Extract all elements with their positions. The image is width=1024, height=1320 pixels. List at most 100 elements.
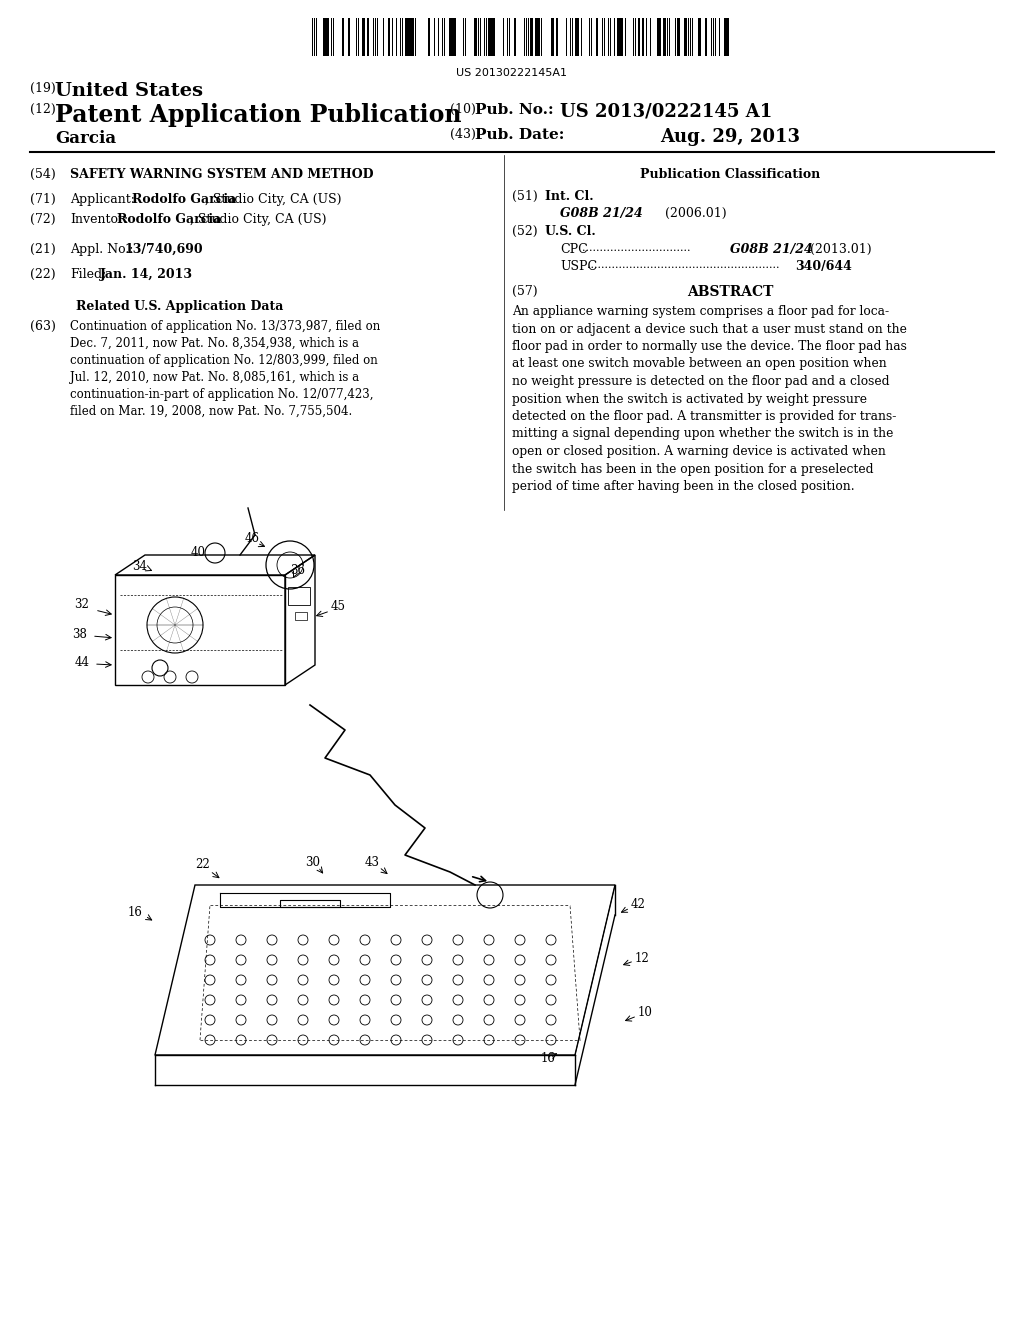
Text: 16: 16	[128, 906, 142, 919]
Bar	[690, 18, 691, 55]
Bar	[463, 18, 464, 55]
Text: Rodolfo Garcia: Rodolfo Garcia	[117, 213, 221, 226]
Bar	[566, 18, 567, 55]
Text: (22): (22)	[30, 268, 55, 281]
Bar	[331, 18, 333, 55]
Bar	[333, 18, 334, 55]
Text: Pub. No.:: Pub. No.:	[475, 103, 554, 117]
Bar	[527, 18, 529, 55]
Text: US 2013/0222145 A1: US 2013/0222145 A1	[560, 103, 772, 121]
Bar	[706, 18, 707, 55]
Bar	[646, 18, 647, 55]
Bar	[604, 18, 605, 55]
Text: Continuation of application No. 13/373,987, filed on
Dec. 7, 2011, now Pat. No. : Continuation of application No. 13/373,9…	[70, 319, 380, 418]
Text: 12: 12	[635, 952, 649, 965]
Bar	[377, 18, 378, 55]
Bar	[669, 18, 671, 55]
Text: (51): (51)	[512, 190, 538, 203]
Bar	[571, 18, 572, 55]
Text: (12): (12)	[30, 103, 55, 116]
Bar	[529, 18, 530, 55]
Text: G08B 21/24: G08B 21/24	[560, 207, 643, 220]
Bar	[613, 18, 614, 55]
Text: G08B 21/24: G08B 21/24	[730, 243, 813, 256]
Text: 340/644: 340/644	[795, 260, 852, 273]
Bar	[313, 18, 315, 55]
Bar	[578, 18, 579, 55]
Text: (2013.01): (2013.01)	[810, 243, 871, 256]
Bar	[609, 18, 611, 55]
Text: 30: 30	[305, 855, 321, 869]
Bar	[478, 18, 479, 55]
Bar	[509, 18, 510, 55]
Text: Aug. 29, 2013: Aug. 29, 2013	[660, 128, 800, 147]
Text: 46: 46	[245, 532, 259, 544]
Bar	[538, 18, 539, 55]
Text: (52): (52)	[512, 224, 538, 238]
Bar	[608, 18, 609, 55]
Bar	[589, 18, 590, 55]
Bar	[485, 18, 487, 55]
Bar	[677, 18, 678, 55]
Bar	[489, 18, 490, 55]
Bar	[524, 18, 525, 55]
Bar	[697, 18, 699, 55]
Bar	[348, 18, 349, 55]
Bar	[415, 18, 417, 55]
Bar	[408, 18, 409, 55]
Bar	[556, 18, 558, 55]
Text: 22: 22	[196, 858, 210, 871]
Bar	[596, 18, 598, 55]
Text: Appl. No.:: Appl. No.:	[70, 243, 133, 256]
Text: , Studio City, CA (US): , Studio City, CA (US)	[205, 193, 341, 206]
Bar	[452, 18, 453, 55]
Bar	[541, 18, 543, 55]
Bar	[483, 18, 485, 55]
Text: Jan. 14, 2013: Jan. 14, 2013	[100, 268, 193, 281]
Bar	[450, 18, 451, 55]
Bar	[396, 18, 397, 55]
Bar	[666, 18, 667, 55]
Bar	[342, 18, 344, 55]
Bar	[480, 18, 481, 55]
Text: (72): (72)	[30, 213, 55, 226]
Text: Garcia: Garcia	[55, 129, 116, 147]
Bar	[474, 18, 475, 55]
Bar	[724, 18, 726, 55]
Bar	[667, 18, 669, 55]
Bar	[591, 18, 592, 55]
Text: CPC: CPC	[560, 243, 588, 256]
Bar	[699, 18, 700, 55]
Bar	[455, 18, 457, 55]
Text: 44: 44	[75, 656, 89, 669]
Bar	[328, 18, 329, 55]
Bar	[659, 18, 660, 55]
Bar	[438, 18, 439, 55]
Bar	[324, 18, 325, 55]
Text: Related U.S. Application Data: Related U.S. Application Data	[77, 300, 284, 313]
Text: Patent Application Publication: Patent Application Publication	[55, 103, 462, 127]
Text: 43: 43	[365, 855, 380, 869]
Bar	[569, 18, 571, 55]
Bar	[454, 18, 455, 55]
Bar	[531, 18, 532, 55]
Bar	[326, 18, 327, 55]
Bar	[492, 18, 493, 55]
Text: (2006.01): (2006.01)	[665, 207, 727, 220]
Bar	[686, 18, 687, 55]
Bar	[602, 18, 603, 55]
Text: .......................................................: ........................................…	[587, 260, 779, 271]
Bar	[650, 18, 651, 55]
Bar	[443, 18, 445, 55]
Bar	[503, 18, 504, 55]
Bar	[487, 18, 488, 55]
Bar	[364, 18, 365, 55]
Text: (43): (43)	[450, 128, 476, 141]
Bar	[361, 18, 362, 55]
Bar	[617, 18, 618, 55]
Bar	[635, 18, 636, 55]
Bar	[413, 18, 415, 55]
Text: 13/740,690: 13/740,690	[125, 243, 204, 256]
Bar	[375, 18, 376, 55]
Bar	[410, 18, 411, 55]
